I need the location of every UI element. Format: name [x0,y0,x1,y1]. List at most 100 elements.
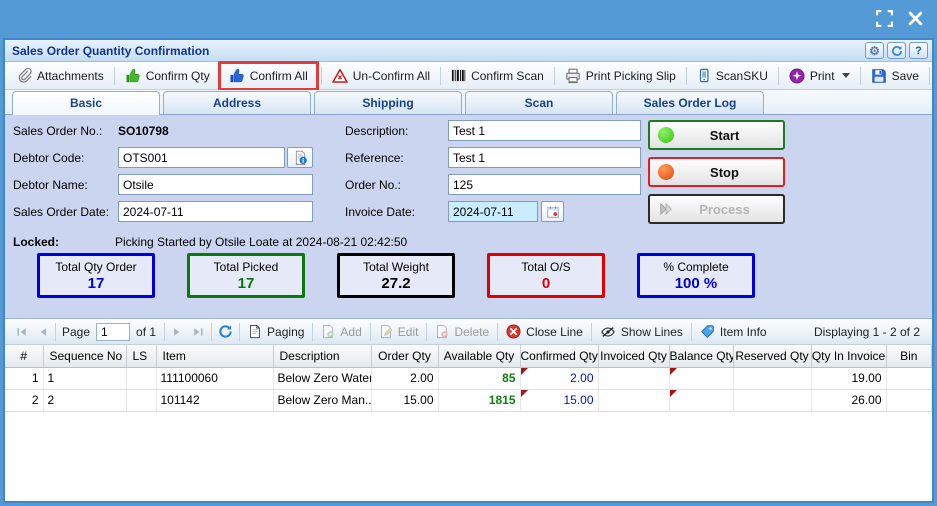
thumbs-up-green-icon [126,68,140,82]
table-row[interactable]: 1 1 111100060 Below Zero Water 2.00 85 2… [5,367,932,390]
prev-page-button[interactable] [33,326,53,338]
close-button[interactable]: Close [932,64,937,88]
item-info-button[interactable]: Item Info [694,321,773,343]
fullscreen-icon[interactable] [875,9,894,28]
confirm-scan-button[interactable]: Confirm Scan [443,64,552,88]
print-button[interactable]: Print [781,64,858,88]
print-picking-slip-button[interactable]: Print Picking Slip [557,64,684,88]
start-button[interactable]: Start [648,120,785,150]
toolbar-separator [685,66,687,85]
scan-sku-button[interactable]: ScanSKU [689,64,776,88]
refresh-grid-button[interactable] [214,324,237,339]
show-lines-button[interactable]: Show Lines [594,321,689,343]
col-header-qty-in-invoice[interactable]: Qty In Invoice [811,345,887,368]
cell-confirmed-qty: 2.00 [520,367,599,390]
attachments-button[interactable]: Attachments [9,64,112,88]
confirm-qty-button[interactable]: Confirm Qty [117,64,218,88]
order-no-input[interactable] [448,174,641,195]
description-input[interactable] [448,120,641,141]
debtor-lookup-button[interactable] [287,147,313,168]
reference-input[interactable] [448,147,641,168]
cell-qty-in-invoice: 19.00 [811,367,887,390]
sales-order-date-label: Sales Order Date: [13,205,110,219]
stop-button[interactable]: Stop [648,157,785,187]
confirm-all-highlight-box: Confirm All [217,60,319,91]
save-floppy-icon [871,68,886,83]
col-header-order-qty[interactable]: Order Qty [371,345,439,368]
percent-complete-box: % Complete 100 % [637,253,755,298]
order-no-label: Order No.: [345,178,402,192]
barcode-icon [452,69,466,82]
col-header-sequence-no[interactable]: Sequence No [43,345,127,368]
process-button[interactable]: Process [648,194,785,224]
tab-scan[interactable]: Scan [465,91,613,114]
page-icon [250,324,260,339]
window-titlebar: Sales Order Quantity Confirmation ⚙ ? [5,40,932,62]
confirm-all-button[interactable]: Confirm All [221,64,316,88]
cell-description: Below Zero Water [273,367,372,390]
cell-order-qty: 2.00 [371,367,439,390]
total-picked-box: Total Picked 17 [187,253,305,298]
un-confirm-all-button[interactable]: Un-Confirm All [324,64,438,88]
toolbar-separator [426,322,428,341]
save-button[interactable]: Save [863,64,927,88]
last-page-button[interactable] [187,326,209,338]
settings-button[interactable]: ⚙ [865,42,884,59]
help-button[interactable]: ? [909,42,928,59]
cell-bin [886,367,932,390]
basic-tab-content: Sales Order No.: SO10798 Debtor Code: De… [5,115,932,501]
edit-line-button[interactable]: Edit [373,321,425,343]
cell-invoiced-qty [598,367,670,390]
document-info-icon [295,150,307,165]
cell-ls [126,367,157,390]
cell-order-qty: 15.00 [371,389,439,412]
tab-address[interactable]: Address [163,91,311,114]
col-header-item[interactable]: Item [156,345,274,368]
printer-icon [566,68,580,83]
col-header-invoiced-qty[interactable]: Invoiced Qty [598,345,670,368]
cell-invoiced-qty [598,389,670,412]
total-qty-order-box: Total Qty Order 17 [37,253,155,298]
cell-confirmed-qty: 15.00 [520,389,599,412]
col-header-balance-qty[interactable]: Balance Qty [669,345,734,368]
toolbar-separator [777,66,779,85]
sales-order-date-input[interactable] [118,201,313,222]
close-window-icon[interactable] [908,11,923,26]
col-header-reserved-qty[interactable]: Reserved Qty [733,345,812,368]
tab-sales-order-log[interactable]: Sales Order Log [616,91,764,114]
col-header-ls[interactable]: LS [126,345,157,368]
close-line-button[interactable]: Close Line [500,321,589,343]
tab-shipping[interactable]: Shipping [314,91,462,114]
edit-page-icon [380,324,392,339]
next-page-button[interactable] [167,326,187,338]
calendar-picker-button[interactable] [541,201,564,222]
toolbar-separator [312,322,314,341]
col-header-num[interactable]: # [5,345,44,368]
toolbar-separator [928,66,930,85]
invoice-date-input[interactable] [448,201,538,222]
col-header-confirmed-qty[interactable]: Confirmed Qty [520,345,599,368]
col-header-available-qty[interactable]: Available Qty [438,345,521,368]
paging-button[interactable]: Paging [242,321,310,343]
toolbar-separator [113,66,115,85]
delete-line-button[interactable]: Delete [429,321,495,343]
first-page-button[interactable] [11,326,33,338]
toolbar-separator [497,322,499,341]
grid-toolbar: Page of 1 Paging Add [5,319,932,345]
refresh-window-button[interactable] [887,42,906,59]
page-number-input[interactable] [96,322,131,341]
table-row[interactable]: 2 2 101142 Below Zero Man... 15.00 1815 … [5,389,932,412]
tab-basic[interactable]: Basic [12,91,160,115]
col-header-description[interactable]: Description [273,345,372,368]
col-header-bin[interactable]: Bin [886,345,932,368]
debtor-code-input[interactable] [118,147,285,168]
add-line-button[interactable]: Add [315,321,367,343]
close-circle-icon [506,324,521,339]
cell-reserved-qty [733,367,812,390]
page-title: Sales Order Quantity Confirmation [12,43,210,58]
cell-description: Below Zero Man... [273,389,372,412]
toolbar-separator [320,66,322,85]
cell-reserved-qty [733,389,812,412]
debtor-name-input[interactable] [118,174,313,195]
gear-icon: ⚙ [869,43,880,58]
